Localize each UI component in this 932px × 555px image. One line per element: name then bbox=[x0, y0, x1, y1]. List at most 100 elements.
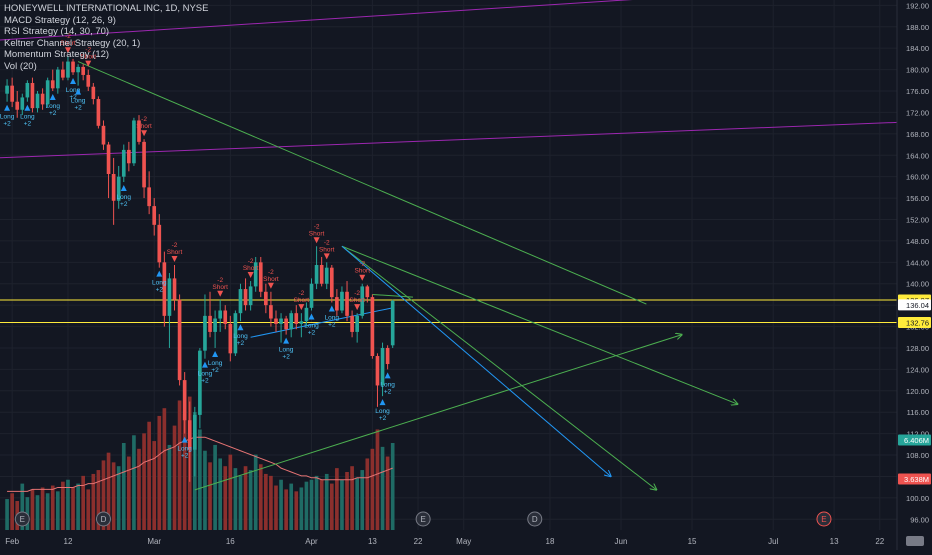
volume-bar bbox=[152, 441, 157, 530]
short-signal: Short-2 bbox=[212, 277, 228, 297]
volume-label-text: 6.406M bbox=[904, 436, 929, 445]
candle-body bbox=[20, 97, 25, 110]
candle-body bbox=[192, 414, 197, 450]
long-label: Long bbox=[152, 280, 167, 287]
candle-body bbox=[274, 318, 278, 324]
candle-body bbox=[127, 149, 131, 164]
candle-body bbox=[66, 61, 70, 78]
y-tick-label: 96.00 bbox=[910, 515, 929, 524]
earnings-marker-icon[interactable]: E bbox=[816, 511, 832, 527]
candle-body bbox=[30, 82, 35, 109]
volume-bar bbox=[228, 454, 233, 530]
short-label: Short bbox=[263, 276, 279, 283]
volume-bar bbox=[106, 452, 111, 530]
long-label: Long bbox=[0, 114, 15, 121]
x-tick-label: 13 bbox=[368, 537, 377, 546]
candle-body bbox=[15, 101, 20, 110]
volume-bar bbox=[243, 466, 248, 530]
y-tick-label: 192.00 bbox=[906, 1, 929, 10]
short-signal: Short-2 bbox=[294, 290, 309, 311]
study-momentum[interactable]: Momentum Strategy (12) bbox=[4, 49, 110, 61]
candle-body bbox=[162, 262, 167, 316]
long-label: Long bbox=[304, 323, 319, 330]
volume-bar bbox=[132, 435, 136, 530]
volume-bar bbox=[157, 415, 162, 530]
volume-bar bbox=[289, 483, 294, 530]
candle-body bbox=[111, 173, 116, 201]
volume-bar bbox=[385, 456, 390, 530]
chart-settings-icon[interactable] bbox=[906, 536, 924, 546]
long-arrow-icon bbox=[70, 77, 77, 84]
study-rsi[interactable]: RSI Strategy (14, 30, 70) bbox=[4, 26, 110, 38]
volume-bar bbox=[284, 489, 288, 530]
dividend-marker-icon[interactable]: D bbox=[95, 511, 111, 527]
volume-bar bbox=[50, 485, 55, 530]
volume-bar bbox=[345, 472, 349, 530]
long-qty: +2 bbox=[181, 453, 189, 460]
long-qty: +2 bbox=[237, 340, 245, 347]
trendline-10 bbox=[250, 307, 393, 338]
trendline-6 bbox=[341, 245, 657, 490]
earnings-marker-icon[interactable]: E bbox=[415, 511, 431, 527]
short-signal: Short-2 bbox=[243, 258, 259, 279]
y-tick-label: 172.00 bbox=[906, 108, 929, 117]
price-label-box bbox=[898, 316, 931, 328]
volume-bar bbox=[101, 460, 106, 530]
y-tick-label: 152.00 bbox=[906, 215, 929, 224]
short-signal: Short-2 bbox=[309, 223, 325, 244]
short-qty: -2 bbox=[298, 290, 304, 297]
y-tick-label: 180.00 bbox=[906, 66, 929, 75]
chart-legend: HONEYWELL INTERNATIONAL INC, 1D, NYSE MA… bbox=[4, 3, 208, 73]
y-tick-label: 128.00 bbox=[906, 344, 929, 353]
y-tick-label: 168.00 bbox=[906, 130, 929, 139]
candle-body bbox=[101, 125, 106, 145]
long-signal: Long+2 bbox=[152, 270, 167, 294]
y-tick-label: 140.00 bbox=[906, 280, 929, 289]
trendline-5 bbox=[341, 245, 738, 404]
volume-bar bbox=[253, 454, 258, 530]
x-tick-label: 15 bbox=[688, 537, 697, 546]
candle-body bbox=[147, 187, 151, 207]
long-qty: +2 bbox=[379, 415, 387, 422]
y-tick-label: 100.00 bbox=[906, 494, 929, 503]
volume-bar bbox=[380, 446, 385, 530]
candle-body bbox=[228, 323, 233, 354]
study-keltner[interactable]: Keltner Channel Strategy (20, 1) bbox=[4, 37, 141, 49]
short-signal: Short-2 bbox=[60, 33, 76, 54]
symbol-title[interactable]: HONEYWELL INTERNATIONAL INC, 1D, NYSE bbox=[4, 3, 209, 14]
short-label: Short bbox=[212, 284, 228, 291]
short-qty: -2 bbox=[141, 116, 147, 123]
candle-body bbox=[208, 315, 212, 332]
earnings-marker-icon[interactable]: E bbox=[14, 511, 30, 527]
marker-label: E bbox=[821, 515, 826, 524]
long-label: Long bbox=[279, 347, 294, 354]
y-tick-label: 124.00 bbox=[906, 365, 929, 374]
candle-body bbox=[203, 315, 207, 351]
volume-bar bbox=[177, 400, 182, 530]
long-qty: +2 bbox=[24, 121, 32, 128]
y-tick-label: 144.00 bbox=[906, 258, 929, 267]
short-qty: -2 bbox=[354, 290, 360, 297]
candle-body bbox=[324, 267, 329, 284]
y-tick-label: 112.00 bbox=[907, 430, 929, 439]
x-tick-label: Jun bbox=[615, 537, 628, 546]
short-arrow-icon bbox=[85, 60, 92, 67]
volume-bar bbox=[55, 491, 60, 530]
short-arrow-icon bbox=[141, 130, 148, 137]
short-label: Short bbox=[349, 297, 365, 304]
candle-body bbox=[71, 61, 75, 73]
study-volume[interactable]: Vol (20) bbox=[4, 60, 37, 72]
candle-body bbox=[375, 356, 380, 386]
candle-body bbox=[289, 313, 294, 330]
candle-body bbox=[299, 321, 304, 324]
volume-bar bbox=[390, 443, 395, 530]
candle-body bbox=[335, 297, 339, 311]
study-macd[interactable]: MACD Strategy (12, 26, 9) bbox=[4, 14, 116, 26]
volume-bar bbox=[66, 479, 70, 530]
volume-bar bbox=[142, 433, 146, 530]
volume-bar bbox=[208, 462, 212, 530]
volume-bar bbox=[213, 444, 217, 530]
dividend-marker-icon[interactable]: D bbox=[527, 511, 543, 527]
